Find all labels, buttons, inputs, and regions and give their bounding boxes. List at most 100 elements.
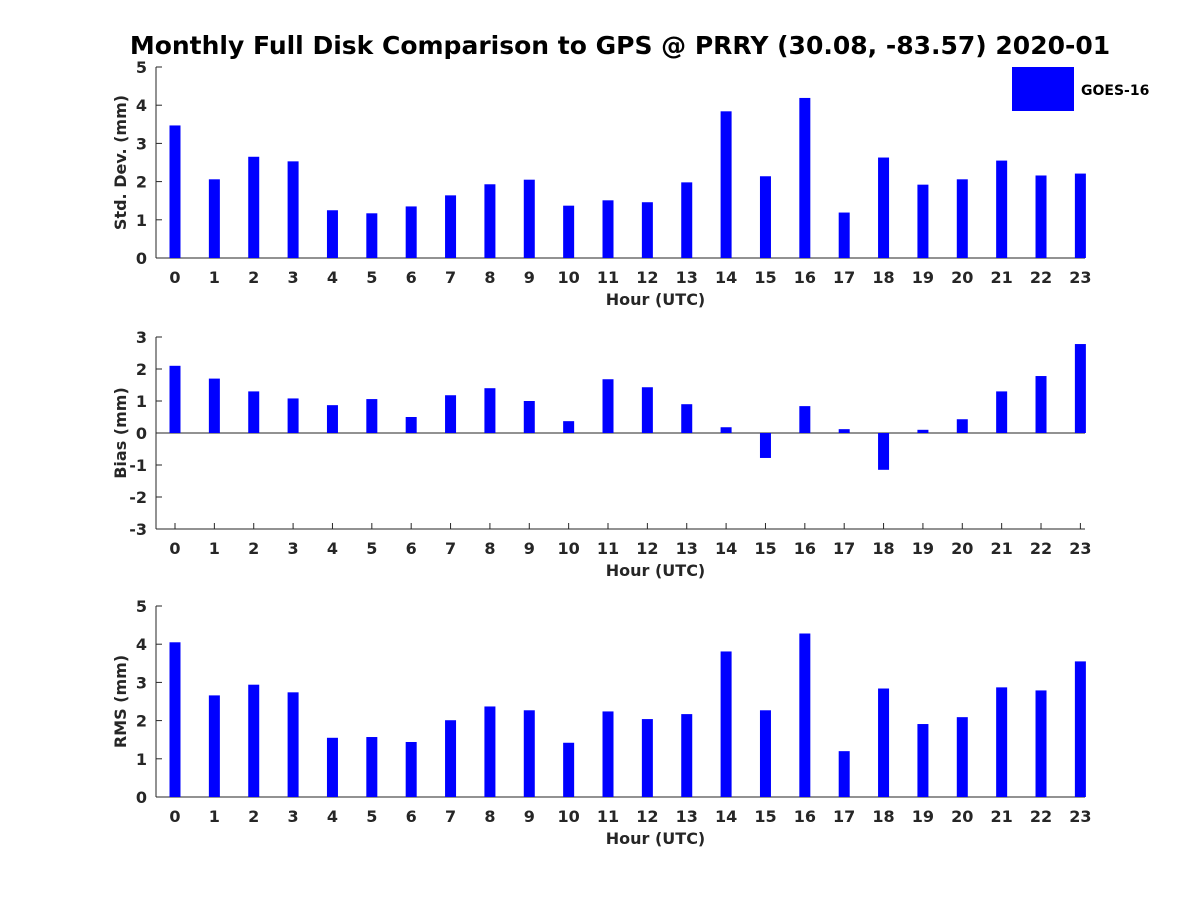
bar-rms-hour-8 [484, 706, 496, 797]
x-tick-label: 17 [833, 807, 855, 826]
y-tick-label: 3 [136, 673, 147, 692]
x-tick-label: 0 [169, 539, 180, 558]
bar-rms-hour-13 [681, 714, 693, 797]
bar-rms-hour-2 [248, 684, 260, 797]
bar-rms-hour-7 [445, 720, 457, 797]
x-tick-label: 5 [366, 539, 377, 558]
x-tick-label: 10 [558, 539, 580, 558]
y-tick-label: 4 [136, 96, 147, 115]
x-tick-label: 9 [524, 539, 535, 558]
x-tick-label: 14 [715, 268, 737, 287]
bar-bias-hour-1 [208, 378, 220, 433]
bar-std-dev-hour-6 [405, 206, 417, 258]
bar-rms-hour-5 [366, 737, 378, 797]
bar-rms-hour-21 [996, 687, 1008, 797]
x-tick-label: 4 [327, 539, 338, 558]
x-tick-label: 23 [1069, 807, 1091, 826]
x-axis-label: Hour (UTC) [606, 290, 706, 309]
y-tick-label: 3 [136, 134, 147, 153]
bar-bias-hour-17 [838, 429, 850, 433]
x-tick-label: 21 [991, 807, 1013, 826]
x-tick-label: 3 [288, 539, 299, 558]
bar-std-dev-hour-7 [445, 195, 457, 258]
bar-std-dev-hour-8 [484, 184, 496, 258]
bar-std-dev-hour-19 [917, 184, 929, 258]
bar-std-dev-hour-16 [799, 97, 811, 258]
bar-bias-hour-13 [681, 404, 693, 433]
x-tick-label: 2 [248, 539, 259, 558]
y-tick-label: -3 [129, 520, 147, 539]
bar-rms-hour-22 [1035, 690, 1047, 797]
x-tick-label: 6 [406, 268, 417, 287]
x-tick-label: 12 [636, 807, 658, 826]
x-tick-label: 16 [794, 539, 816, 558]
x-tick-label: 1 [209, 268, 220, 287]
x-tick-label: 16 [794, 268, 816, 287]
bar-bias-hour-12 [641, 387, 653, 433]
y-tick-label: 0 [136, 249, 147, 268]
bar-std-dev-hour-22 [1035, 175, 1047, 258]
bar-bias-hour-2 [248, 391, 260, 433]
bar-bias-hour-20 [956, 419, 968, 433]
bar-std-dev-hour-18 [878, 157, 890, 258]
bar-std-dev-hour-15 [759, 176, 771, 258]
x-tick-label: 0 [169, 807, 180, 826]
bar-rms-hour-12 [641, 719, 653, 797]
y-tick-label: -1 [129, 456, 147, 475]
bar-rms-hour-16 [799, 633, 811, 797]
bar-std-dev-hour-21 [996, 160, 1008, 258]
x-tick-label: 19 [912, 539, 934, 558]
x-tick-label: 1 [209, 807, 220, 826]
x-tick-label: 11 [597, 539, 619, 558]
y-tick-label: 1 [136, 750, 147, 769]
bar-bias-hour-19 [917, 429, 929, 433]
bar-rms-hour-14 [720, 651, 732, 797]
x-tick-label: 21 [991, 268, 1013, 287]
bar-std-dev-hour-14 [720, 111, 732, 258]
x-tick-label: 18 [872, 268, 894, 287]
bar-bias-hour-15 [759, 433, 771, 458]
y-tick-label: 2 [136, 712, 147, 731]
bar-rms-hour-23 [1074, 661, 1086, 797]
x-tick-label: 15 [754, 268, 776, 287]
bar-bias-hour-0 [169, 365, 181, 433]
bar-std-dev-hour-2 [248, 156, 260, 258]
x-tick-label: 1 [209, 539, 220, 558]
bar-rms-hour-6 [405, 741, 417, 797]
x-tick-label: 5 [366, 268, 377, 287]
x-tick-label: 20 [951, 807, 973, 826]
bar-bias-hour-7 [445, 395, 457, 433]
legend: GOES-16 [1012, 67, 1149, 111]
x-tick-label: 16 [794, 807, 816, 826]
x-tick-label: 22 [1030, 807, 1052, 826]
x-tick-label: 8 [484, 539, 495, 558]
y-axis-label: Std. Dev. (mm) [111, 95, 130, 230]
x-tick-label: 6 [406, 807, 417, 826]
bar-rms-hour-1 [208, 695, 220, 797]
bar-bias-hour-23 [1074, 344, 1086, 433]
x-tick-label: 7 [445, 539, 456, 558]
bar-bias-hour-14 [720, 427, 732, 433]
y-tick-label: 3 [136, 328, 147, 347]
x-tick-label: 3 [288, 268, 299, 287]
y-tick-label: 5 [136, 58, 147, 77]
bar-rms-hour-4 [326, 737, 338, 797]
bar-bias-hour-3 [287, 398, 299, 433]
x-tick-label: 15 [754, 539, 776, 558]
bar-std-dev-hour-0 [169, 125, 181, 258]
legend-label-goes-16: GOES-16 [1081, 83, 1149, 99]
x-tick-label: 2 [248, 807, 259, 826]
bar-rms-hour-20 [956, 717, 968, 797]
bar-rms-hour-10 [563, 742, 575, 797]
x-tick-label: 23 [1069, 268, 1091, 287]
bar-std-dev-hour-13 [681, 182, 693, 258]
y-tick-label: 0 [136, 788, 147, 807]
x-tick-label: 4 [327, 807, 338, 826]
bar-rms-hour-0 [169, 642, 181, 797]
x-tick-label: 13 [676, 807, 698, 826]
bar-bias-hour-10 [563, 421, 575, 433]
